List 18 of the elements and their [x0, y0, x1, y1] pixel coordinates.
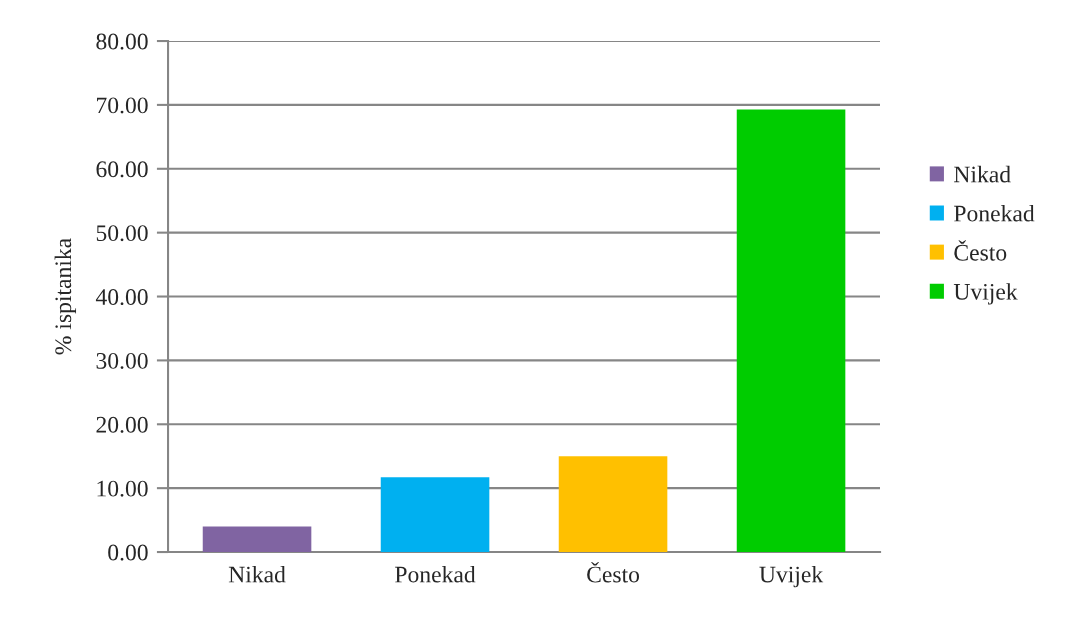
legend-label: Često [954, 240, 1007, 261]
x-tick-label: Često [587, 562, 640, 583]
y-tick-label: 10.00 [97, 480, 148, 497]
y-tick-label: 70.00 [97, 97, 148, 114]
y-tick-label: 50.00 [96, 225, 148, 242]
legend-label: Uvijek [953, 283, 1018, 305]
y-tick-label: 30.00 [96, 352, 148, 369]
y-tick-label: 60.00 [96, 161, 148, 178]
x-tick-label: Nikad [228, 565, 286, 583]
legend-label: Nikad [954, 165, 1011, 183]
y-tick-label: 0.00 [108, 544, 148, 561]
y-tick-label: 80.00 [96, 33, 148, 50]
legend-label: Ponekad [954, 204, 1035, 222]
y-tick-label: 20.00 [96, 416, 148, 433]
x-tick-label: Uvijek [759, 565, 824, 588]
y-tick-label: 40.00 [95, 289, 148, 306]
y-axis-title: % ispitanika [54, 238, 77, 355]
x-tick-label: Ponekad [395, 565, 476, 583]
